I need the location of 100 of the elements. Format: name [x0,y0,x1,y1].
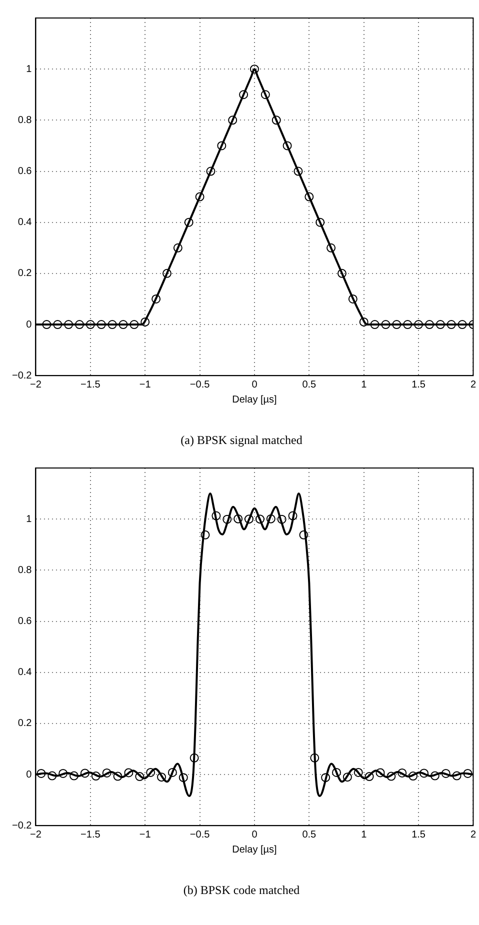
point [178,773,188,782]
point [91,772,100,781]
point [266,514,276,524]
x-tick-label: 1 [361,379,368,390]
point [386,772,396,781]
point [277,514,286,524]
point [152,294,161,304]
point [234,514,243,524]
point [74,320,84,330]
point [239,90,248,100]
x-tick-label: −2 [30,829,42,840]
y-tick-label: 0.6 [18,166,32,178]
point [58,768,68,778]
point [332,768,342,777]
point [424,320,434,330]
point [70,771,79,780]
point [288,511,298,520]
point [348,294,358,304]
point [403,320,412,330]
x-tick-label: 0.5 [302,379,317,390]
point [124,768,134,778]
point [458,320,467,330]
point [102,768,112,778]
x-axis-title: Delay [µs] [232,844,278,856]
point [463,768,472,778]
point [408,772,418,781]
point [217,141,226,150]
point [53,320,62,330]
x-tick-label: −0.5 [190,379,210,390]
point [190,753,199,762]
point [310,753,320,762]
point [342,772,352,782]
point [206,166,216,176]
point [222,514,232,524]
point [135,772,144,782]
x-tick-label: 1 [361,829,368,840]
x-tick-label: −1 [139,379,152,390]
point [118,320,128,330]
point [436,320,445,330]
x-tick-label: −1.5 [80,379,101,390]
point [294,166,303,176]
y-tick-label: 0 [26,319,32,330]
point [80,768,90,778]
y-tick-label: 0.4 [18,667,32,678]
point [108,320,117,330]
point [96,320,106,330]
point [86,320,95,330]
y-tick-label: 0 [26,769,32,780]
point [414,320,424,330]
point [272,116,281,125]
point [446,320,456,330]
point [48,771,57,780]
x-tick-label: 0 [252,379,258,390]
point [452,771,462,780]
point [140,317,150,326]
point [359,317,368,326]
point [316,218,325,227]
point [228,116,238,125]
point [337,268,346,278]
y-tick-label: 0.4 [18,217,32,228]
point [42,320,52,330]
y-tick-label: 1 [26,514,32,525]
point [244,514,254,524]
point [326,243,336,252]
point [420,768,429,778]
point [364,772,374,782]
x-tick-label: 0 [252,829,258,840]
y-tick-label: −0.2 [12,820,32,832]
point [168,768,177,777]
point [162,268,172,278]
point [113,772,122,781]
text: (a) BPSK signal matched [180,432,302,447]
point [195,192,204,202]
x-tick-label: 1.5 [412,379,426,390]
x-tick-label: 2 [470,829,476,840]
point [441,768,450,778]
x-tick-label: 2 [470,379,476,390]
point [36,768,46,778]
point [299,530,308,540]
x-tick-label: 0.5 [302,829,317,840]
point [184,218,194,227]
point [370,320,380,330]
y-tick-label: −0.2 [12,370,32,382]
point [282,141,292,150]
point [146,768,156,777]
point [354,768,363,777]
point [157,772,166,782]
point [255,514,264,524]
point [392,320,402,330]
point [376,768,385,778]
point [398,768,407,778]
y-tick-label: 0.8 [18,564,32,576]
point [130,320,139,330]
x-tick-label: −1.5 [80,829,101,840]
x-tick-label: 1.5 [412,829,426,840]
point [260,90,270,100]
point [64,320,74,330]
point [430,771,440,780]
point [304,192,314,202]
text: (b) BPSK code matched [183,882,300,897]
